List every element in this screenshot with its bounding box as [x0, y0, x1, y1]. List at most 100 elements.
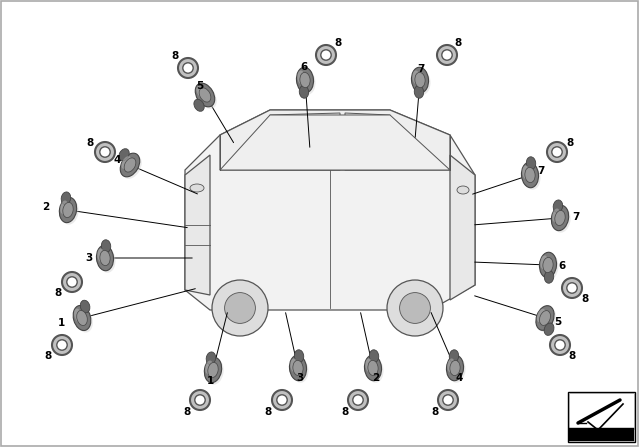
- Ellipse shape: [526, 157, 536, 169]
- Circle shape: [399, 293, 430, 323]
- Text: 8: 8: [566, 138, 573, 148]
- FancyBboxPatch shape: [569, 428, 634, 441]
- Ellipse shape: [291, 357, 308, 383]
- Ellipse shape: [365, 358, 373, 372]
- Text: 1: 1: [207, 376, 214, 386]
- Ellipse shape: [101, 240, 111, 253]
- Ellipse shape: [73, 306, 91, 331]
- Circle shape: [52, 335, 72, 355]
- Text: 8: 8: [184, 407, 191, 417]
- Ellipse shape: [63, 202, 73, 218]
- Ellipse shape: [74, 309, 83, 322]
- Circle shape: [437, 45, 457, 65]
- Ellipse shape: [415, 73, 425, 88]
- Text: 8: 8: [54, 288, 61, 298]
- Text: 8: 8: [581, 294, 589, 304]
- Circle shape: [387, 280, 443, 336]
- FancyBboxPatch shape: [569, 393, 634, 429]
- Ellipse shape: [545, 271, 554, 283]
- Circle shape: [62, 272, 82, 292]
- Text: 8: 8: [334, 38, 342, 48]
- Ellipse shape: [124, 158, 136, 172]
- Ellipse shape: [300, 73, 310, 88]
- Ellipse shape: [552, 208, 560, 222]
- Text: 4: 4: [456, 374, 463, 383]
- Ellipse shape: [538, 308, 556, 332]
- Text: 7: 7: [417, 64, 424, 74]
- Polygon shape: [185, 110, 475, 310]
- Ellipse shape: [449, 357, 465, 383]
- Circle shape: [567, 283, 577, 293]
- Text: 2: 2: [372, 374, 379, 383]
- Text: 6: 6: [300, 62, 308, 73]
- Circle shape: [183, 63, 193, 73]
- Ellipse shape: [450, 360, 460, 375]
- Circle shape: [443, 395, 453, 405]
- Text: 5: 5: [554, 317, 562, 327]
- Circle shape: [438, 390, 458, 410]
- Ellipse shape: [77, 310, 87, 326]
- Circle shape: [57, 340, 67, 350]
- Ellipse shape: [97, 249, 105, 263]
- Ellipse shape: [208, 362, 218, 378]
- Circle shape: [272, 390, 292, 410]
- Ellipse shape: [536, 306, 554, 330]
- Ellipse shape: [289, 355, 307, 381]
- Circle shape: [95, 142, 115, 162]
- Ellipse shape: [555, 211, 565, 226]
- Text: 8: 8: [341, 407, 349, 417]
- Circle shape: [562, 278, 582, 298]
- Text: 2: 2: [42, 202, 50, 212]
- FancyBboxPatch shape: [568, 392, 635, 442]
- Ellipse shape: [298, 70, 305, 84]
- Polygon shape: [345, 113, 390, 170]
- Ellipse shape: [195, 83, 215, 107]
- Circle shape: [547, 142, 567, 162]
- Ellipse shape: [296, 67, 314, 93]
- Circle shape: [178, 58, 198, 78]
- Ellipse shape: [60, 201, 68, 215]
- Ellipse shape: [199, 88, 211, 102]
- Ellipse shape: [447, 355, 463, 381]
- Ellipse shape: [197, 85, 217, 109]
- Circle shape: [100, 147, 110, 157]
- Ellipse shape: [541, 254, 559, 280]
- Ellipse shape: [294, 350, 304, 362]
- Circle shape: [225, 293, 255, 323]
- Ellipse shape: [553, 200, 563, 213]
- Ellipse shape: [522, 165, 530, 180]
- Ellipse shape: [204, 358, 221, 383]
- Ellipse shape: [206, 352, 216, 365]
- Ellipse shape: [544, 323, 554, 336]
- Polygon shape: [185, 155, 210, 295]
- Ellipse shape: [413, 69, 431, 95]
- Ellipse shape: [293, 360, 303, 375]
- Ellipse shape: [196, 86, 206, 99]
- Ellipse shape: [540, 255, 548, 269]
- Ellipse shape: [119, 149, 129, 161]
- Text: 8: 8: [431, 407, 438, 417]
- Ellipse shape: [457, 186, 469, 194]
- Ellipse shape: [367, 357, 383, 383]
- Text: 8: 8: [86, 138, 93, 148]
- Ellipse shape: [364, 355, 381, 381]
- Ellipse shape: [194, 99, 204, 111]
- Polygon shape: [270, 113, 340, 170]
- Ellipse shape: [120, 153, 140, 177]
- Ellipse shape: [554, 207, 571, 233]
- Circle shape: [442, 50, 452, 60]
- Ellipse shape: [540, 310, 550, 325]
- Text: 8: 8: [454, 38, 461, 48]
- Circle shape: [195, 395, 205, 405]
- Ellipse shape: [206, 359, 223, 385]
- Ellipse shape: [368, 360, 378, 375]
- Ellipse shape: [100, 250, 110, 266]
- Ellipse shape: [412, 67, 429, 93]
- Circle shape: [348, 390, 368, 410]
- Ellipse shape: [540, 252, 557, 278]
- Ellipse shape: [543, 257, 553, 273]
- Ellipse shape: [300, 86, 308, 98]
- Text: 8: 8: [44, 351, 52, 361]
- Ellipse shape: [122, 155, 141, 179]
- Polygon shape: [450, 155, 475, 300]
